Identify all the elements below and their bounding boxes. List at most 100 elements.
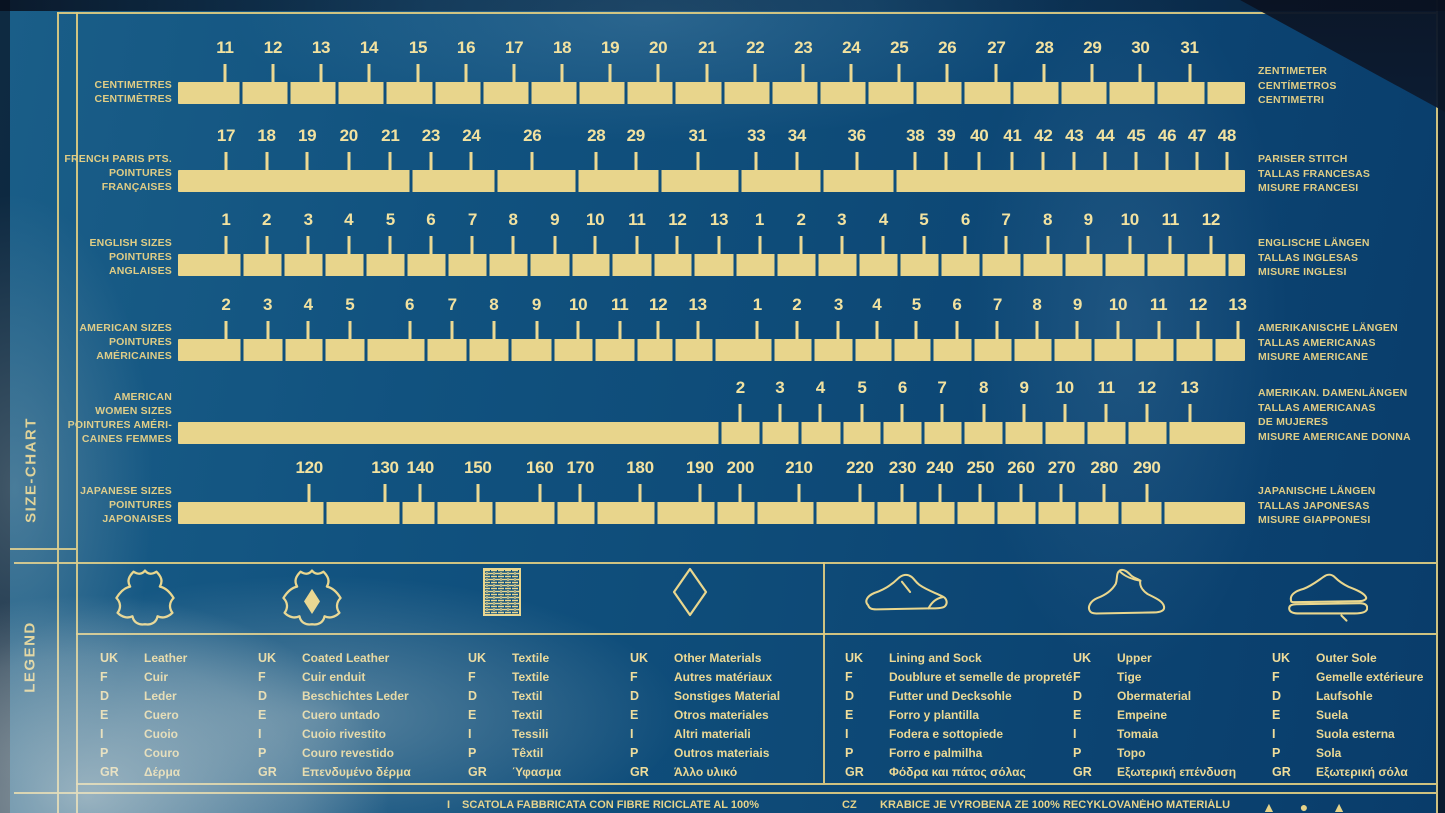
bar-divider [1002,422,1006,444]
label-line: CAINES FEMMES [81,433,172,445]
bar-divider [930,339,934,361]
size-number: 13 [1180,378,1199,397]
label-line: AMÉRICAINES [96,350,172,362]
tick-mark [305,152,309,170]
tick-mark [347,236,351,254]
language-code: I [258,727,262,741]
ruler-track: 2 3 4 5 6 7 8 9 10 11 12 13 1 2 3 4 5 6 7 8 9 10 11 12 13 [178,295,1247,375]
bar-divider [913,82,917,104]
tick-mark [1004,236,1008,254]
size-number: 10 [1055,378,1075,397]
material-label: Leder [144,689,177,703]
tick-mark [608,64,612,82]
size-number: 13 [709,210,729,229]
material-label: Futter und Decksohle [889,689,1012,703]
material-label: Cuir [144,670,168,684]
label-line: JAPONAISES [102,513,172,525]
language-code: E [1073,708,1082,722]
legend-column-1: UK Leather F Cuir D Leder E Cuero I Cuoio P Couro GR… [100,649,187,782]
ruler-bar [178,170,1245,192]
tick-mark [1236,321,1240,339]
bar-divider [880,422,884,444]
material-label: Gemelle extérieure [1316,670,1424,684]
material-label: Cuoio rivestito [302,727,387,741]
size-number: 1 [752,295,762,314]
tick-mark [795,152,799,170]
material-label: Obermaterial [1117,689,1192,703]
bar-divider [1212,339,1216,361]
size-number: 7 [937,378,947,397]
bar-divider [718,422,722,444]
bar-divider [1204,82,1208,104]
tick-mark [511,236,515,254]
size-number: 43 [1065,126,1084,145]
bar-divider [528,82,532,104]
size-number: 5 [857,378,867,397]
legend-entry: E Suela [1272,706,1423,725]
bar-divider [1051,339,1055,361]
size-number: 34 [787,126,807,145]
bar-divider [1020,254,1024,276]
legend-entry: P Sola [1272,744,1423,763]
ruler-bar [178,422,1245,444]
footer-line1-text: SCATOLA FABBRICATA CON FIBRE RICICLATE A… [462,799,760,811]
tick-mark [416,64,420,82]
tick-mark [1090,64,1094,82]
tick-mark [753,64,757,82]
tick-mark [408,321,412,339]
bar-divider [865,82,869,104]
bar-divider [1075,502,1079,524]
material-label: Cuero [144,708,179,722]
size-number: 2 [735,378,745,397]
legend-entry: D Futter und Decksohle [845,687,1072,706]
tick-mark [1102,484,1106,502]
label-line: AMERIKANISCHE LÄNGEN [1258,322,1398,334]
language-code: F [1073,670,1081,684]
material-label: Textil [512,708,543,722]
ruler-row-english-sizes: ENGLISH SIZES POINTURES ANGLAISES 1 2 3 4 5 6 7 8 9… [0,210,1445,290]
language-code: I [468,727,472,741]
ruler-left-label: AMERICAN SIZES POINTURES AMÉRICAINES [0,321,172,363]
language-code: I [1073,727,1077,741]
legend-entry: F Cuir enduit [258,668,411,687]
size-number: 6 [952,295,962,314]
size-number: 18 [552,38,572,57]
footer-line1-code: I [447,799,451,811]
size-number: 18 [257,126,276,145]
language-code: F [468,670,476,684]
bar-divider [712,339,716,361]
language-code: D [845,689,855,703]
bar-divider [1184,254,1188,276]
ruler-row-japanese-sizes: JAPANESE SIZES POINTURES JAPONAISES 120 130 1… [0,458,1445,538]
size-number: 4 [872,295,882,314]
size-number: 47 [1187,126,1207,145]
size-number: 3 [775,378,785,397]
size-number: 210 [785,458,813,477]
tick-mark [994,64,998,82]
ruler-track: 17 18 19 20 21 23 24 26 28 29 31 33 34 36 38 39 40 41 42 43… [178,126,1245,206]
bar-divider [494,170,498,192]
size-number: 16 [456,38,476,57]
ruler-row-french-paris-pts: FRENCH PARIS PTS. POINTURES FRANÇAISES 17 18… [0,126,1445,206]
bar-divider [576,82,580,104]
size-chart-section: CENTIMETRES CENTIMÈTRES 11 12 13 14 15 16 17 18 19… [0,38,1445,538]
label-line: ENGLISH SIZES [89,237,172,249]
size-number: 9 [531,295,542,314]
material-label: Tige [1117,670,1142,684]
ruler-row-american-sizes: AMERICAN SIZES POINTURES AMÉRICAINES 2 3 4 5 6 7… [0,295,1445,375]
legend-entry: F Doublure et semelle de propreté [845,668,1072,687]
size-number: 5 [919,210,929,229]
size-number: 2 [792,295,802,314]
tick-mark [849,64,853,82]
bar-divider [672,82,676,104]
bar-divider [994,502,998,524]
legend-entry: I Suola esterna [1272,725,1423,744]
size-number: 30 [1131,38,1150,57]
label-line: ENGLISCHE LÄNGEN [1258,237,1370,249]
tick-mark [1145,484,1149,502]
legend-entry: GR Φόδρα και πάτος σόλας [845,763,1072,782]
tick-mark [978,484,982,502]
size-number: 270 [1047,458,1076,477]
tick-mark [696,152,700,170]
tick-mark [306,321,310,339]
